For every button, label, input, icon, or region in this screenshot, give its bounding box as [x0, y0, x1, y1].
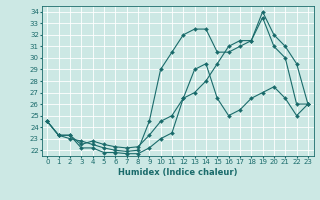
X-axis label: Humidex (Indice chaleur): Humidex (Indice chaleur): [118, 168, 237, 177]
